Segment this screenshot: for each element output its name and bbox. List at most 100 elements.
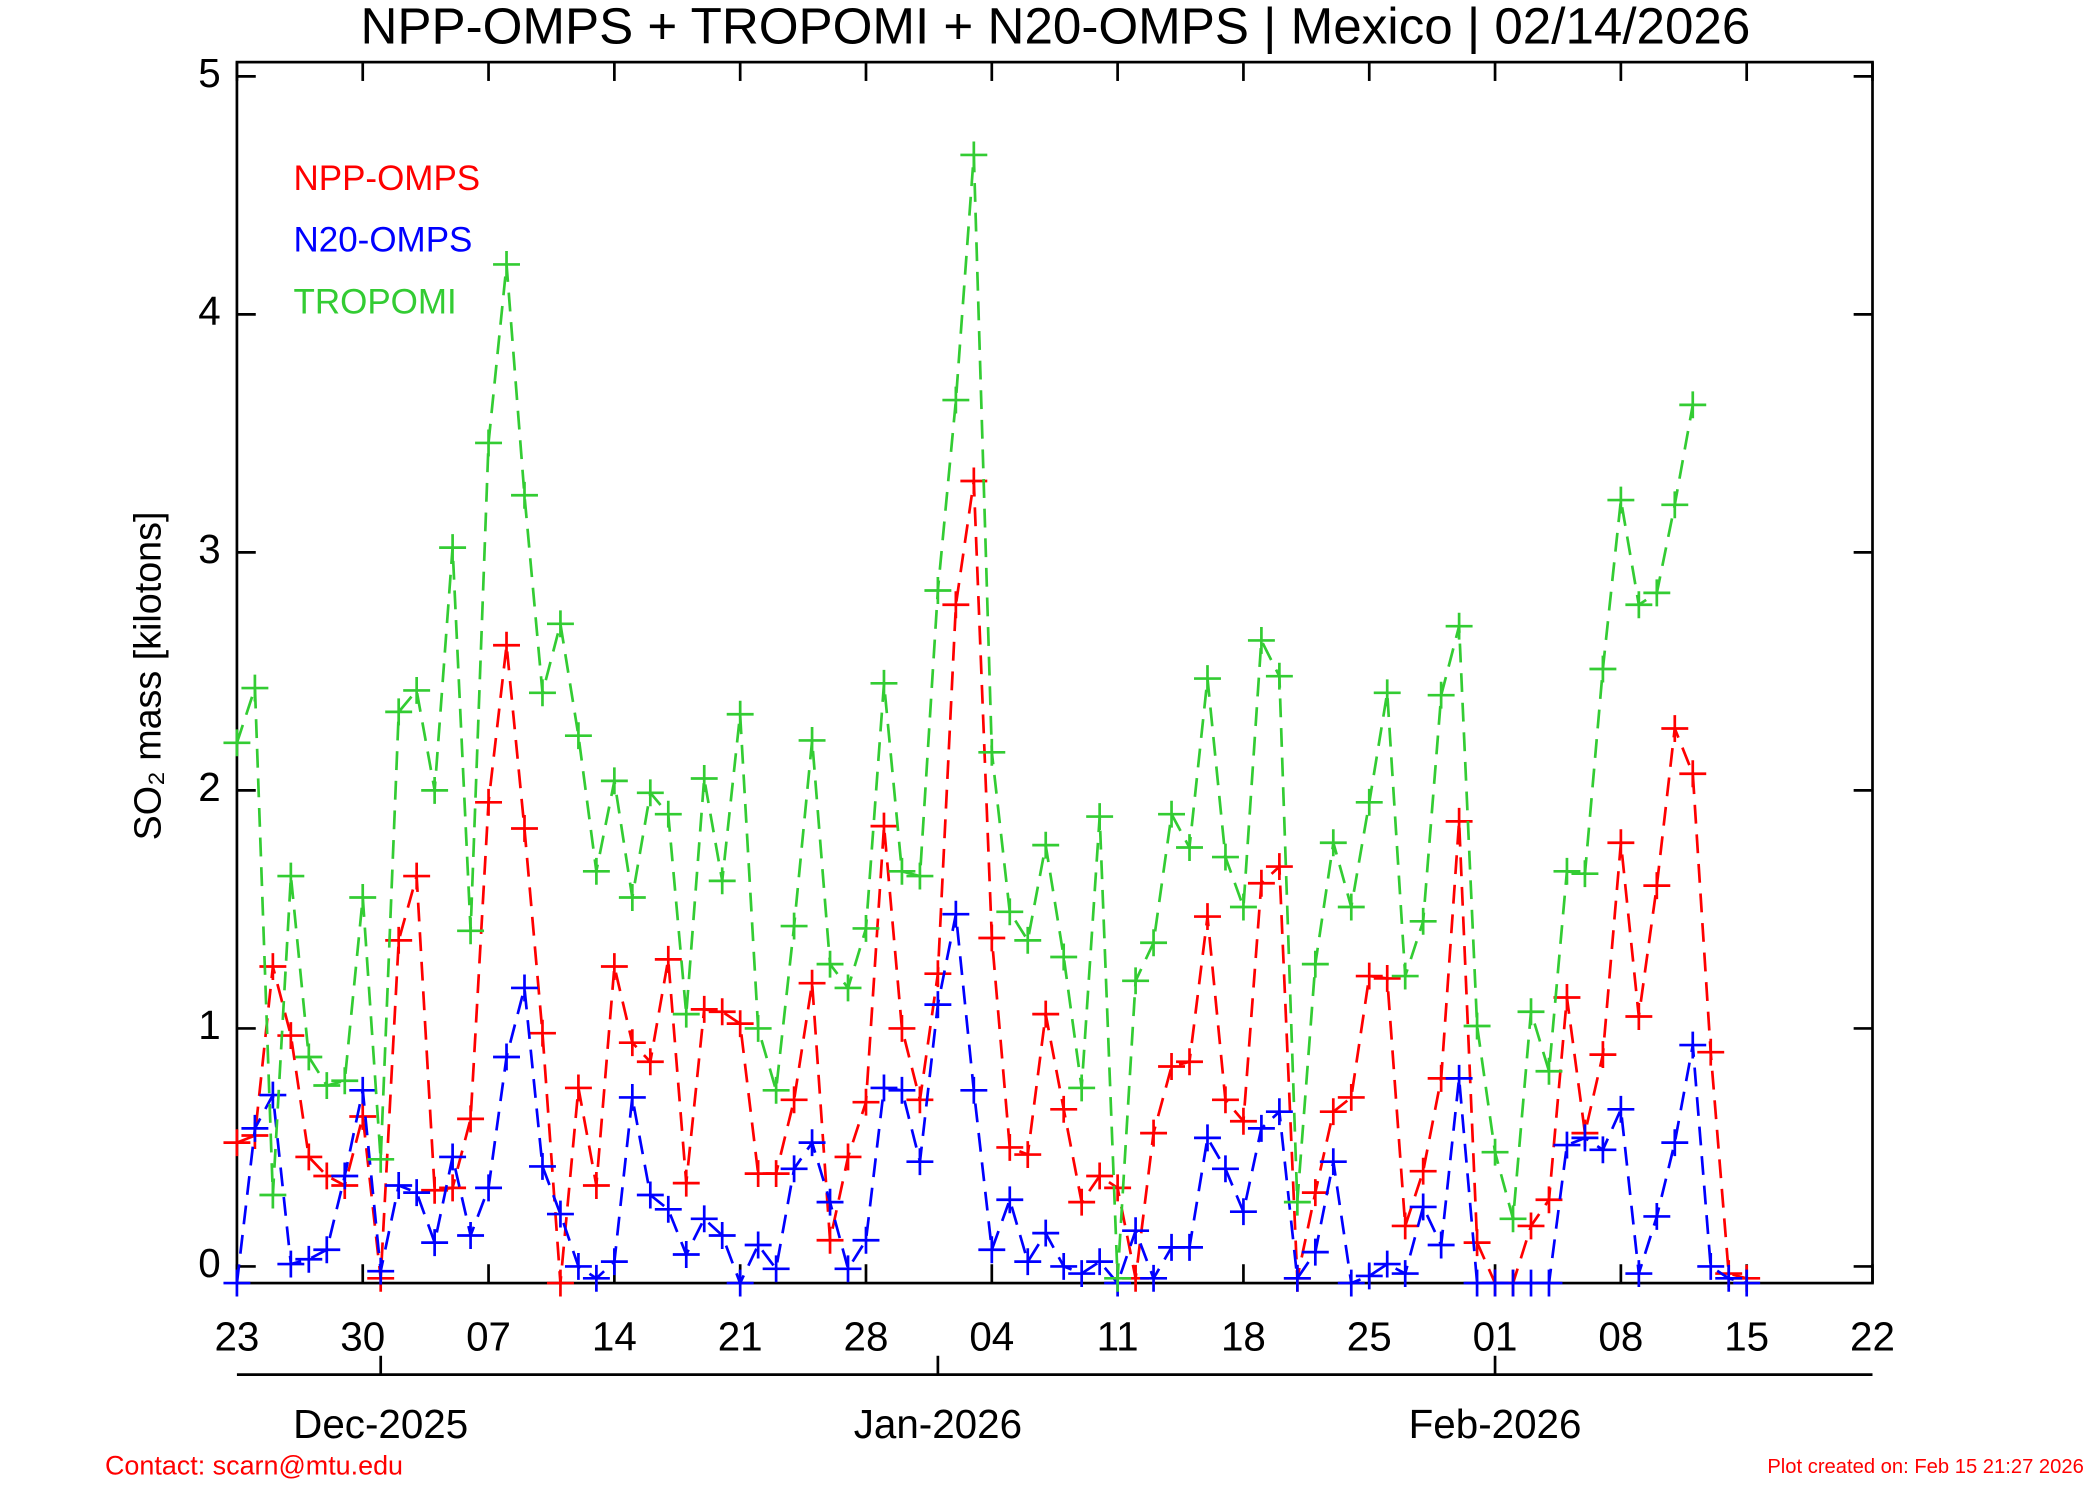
- data-point: [1337, 1269, 1365, 1297]
- data-point: [978, 738, 1006, 766]
- data-point: [403, 862, 431, 890]
- month-label: Feb-2026: [1409, 1401, 1582, 1447]
- data-point: [924, 960, 952, 988]
- data-point: [1643, 579, 1671, 607]
- y-tick-label: 0: [198, 1240, 220, 1286]
- data-point: [1122, 1217, 1150, 1245]
- data-point: [1176, 834, 1203, 861]
- data-point: [816, 950, 844, 978]
- x-tick-label: 25: [1347, 1313, 1392, 1359]
- data-point: [1517, 998, 1545, 1026]
- data-point: [1068, 1074, 1096, 1102]
- data-point: [888, 1076, 916, 1104]
- data-point: [762, 1255, 790, 1283]
- y-tick-label: 3: [198, 526, 220, 572]
- data-point: [564, 722, 592, 750]
- data-point: [1409, 907, 1437, 935]
- data-point: [816, 1226, 844, 1254]
- data-point: [654, 800, 682, 828]
- data-point: [1607, 486, 1635, 514]
- chart-title: NPP-OMPS + TROPOMI + N20-OMPS | Mexico |…: [360, 0, 1750, 54]
- data-point: [403, 1179, 431, 1207]
- data-point: [600, 1248, 628, 1276]
- data-point: [600, 953, 628, 980]
- data-point: [1427, 1231, 1455, 1259]
- data-point: [223, 1269, 251, 1297]
- data-point: [1014, 926, 1042, 954]
- legend-entry: TROPOMI: [293, 283, 456, 322]
- data-point: [744, 1014, 772, 1042]
- data-point: [1535, 1269, 1563, 1297]
- data-point: [978, 1236, 1006, 1264]
- data-point: [834, 1255, 862, 1283]
- data-point: [996, 898, 1024, 926]
- data-point: [1733, 1269, 1761, 1297]
- series-line: [235, 154, 1695, 1279]
- data-point: [546, 1269, 574, 1297]
- x-tick-label: 23: [214, 1313, 259, 1359]
- data-point: [1679, 1031, 1707, 1059]
- data-point: [313, 1236, 341, 1264]
- data-point: [223, 729, 251, 757]
- series-line: [236, 480, 1747, 1285]
- legend-entry: NPP-OMPS: [293, 159, 480, 198]
- data-point: [1265, 853, 1293, 881]
- data-point: [834, 974, 862, 1002]
- data-point: [762, 1076, 790, 1104]
- data-point: [924, 577, 952, 604]
- x-tick-label: 14: [592, 1313, 637, 1359]
- data-point: [564, 1252, 592, 1280]
- data-point: [295, 1043, 323, 1071]
- data-point: [798, 726, 826, 754]
- data-point: [582, 1264, 610, 1292]
- data-point: [1319, 829, 1347, 857]
- data-point: [1391, 1212, 1419, 1240]
- data-point: [1679, 391, 1707, 419]
- x-tick-label: 18: [1221, 1313, 1266, 1359]
- data-point: [1391, 1260, 1419, 1288]
- data-point: [906, 862, 934, 890]
- data-point: [1211, 843, 1239, 871]
- data-point: [529, 1152, 556, 1180]
- data-point: [1355, 1262, 1383, 1290]
- data-point: [870, 1074, 898, 1102]
- data-point: [1409, 1193, 1437, 1221]
- data-point: [726, 1010, 754, 1038]
- data-point: [1643, 872, 1671, 900]
- data-point: [1247, 869, 1275, 897]
- data-point: [618, 1083, 646, 1111]
- data-point: [349, 1103, 377, 1130]
- data-point: [1032, 1000, 1060, 1028]
- data-point: [1643, 1202, 1671, 1230]
- data-point: [618, 1029, 646, 1057]
- data-point: [223, 1129, 251, 1157]
- data-point: [1032, 831, 1060, 859]
- data-point: [888, 857, 916, 885]
- y-tick-label: 4: [198, 288, 220, 334]
- data-point: [1265, 1098, 1293, 1126]
- data-point: [888, 1014, 916, 1042]
- x-tick-label: 30: [340, 1313, 385, 1359]
- data-point: [1697, 1252, 1725, 1280]
- data-point: [421, 776, 449, 804]
- data-point: [654, 1195, 682, 1223]
- data-point: [780, 1155, 808, 1183]
- data-point: [834, 1143, 862, 1171]
- data-point: [1050, 943, 1078, 971]
- data-point: [385, 698, 413, 726]
- data-point: [511, 481, 538, 509]
- data-point: [924, 991, 952, 1019]
- data-point: [259, 1081, 287, 1109]
- data-point: [816, 1188, 844, 1216]
- data-point: [1373, 964, 1401, 992]
- data-point: [1625, 591, 1653, 619]
- data-point: [1625, 1003, 1653, 1030]
- data-point: [1373, 1250, 1401, 1278]
- data-point: [475, 1174, 503, 1202]
- data-point: [780, 1086, 808, 1114]
- data-point: [1607, 829, 1635, 857]
- data-point: [1301, 950, 1329, 978]
- data-point: [1661, 491, 1689, 519]
- data-point: [708, 1222, 736, 1249]
